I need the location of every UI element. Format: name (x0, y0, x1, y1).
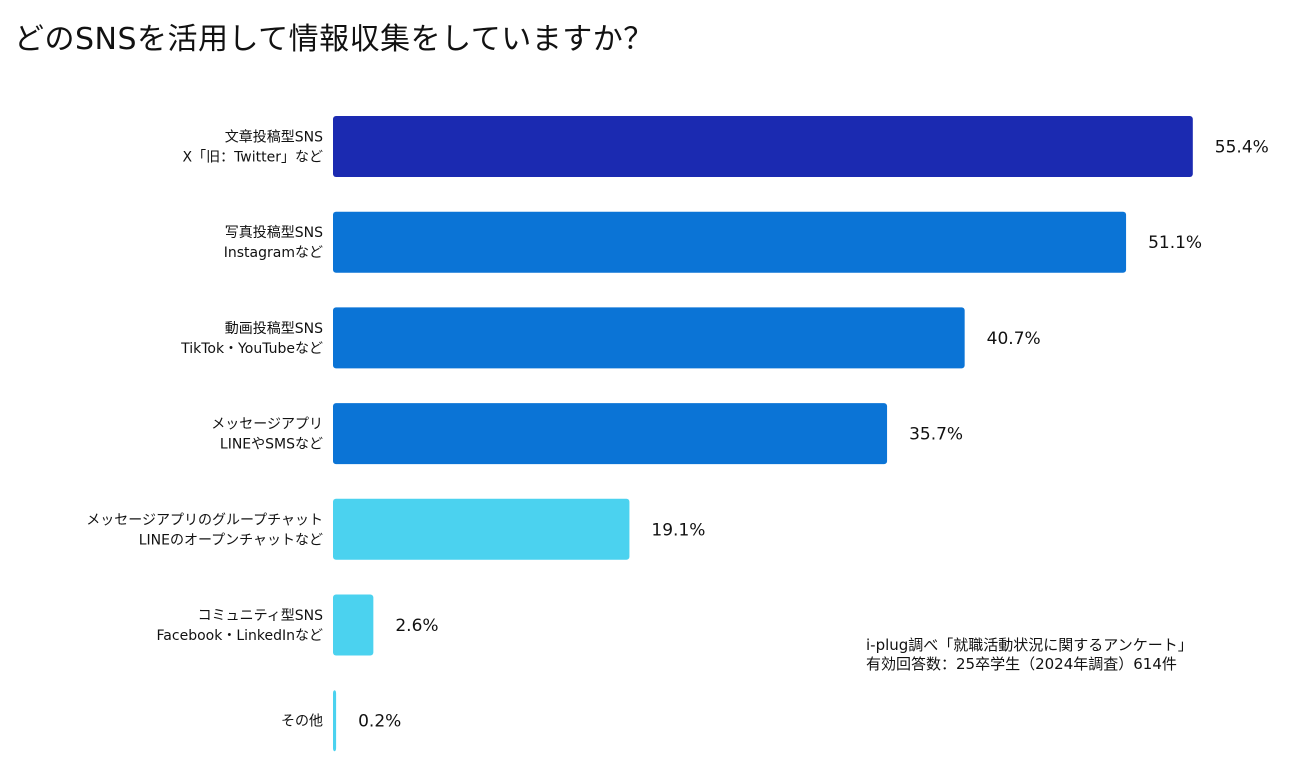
category-label-1-line-0: 写真投稿型SNS (225, 225, 323, 241)
category-label-5-line-0: コミュニティ型SNS (198, 608, 324, 624)
value-label-4: 19.1% (651, 520, 705, 540)
source-line-2: 有効回答数：25卒学生（2024年調査）614件 (866, 655, 1177, 673)
value-label-6: 0.2% (358, 712, 401, 732)
category-label-2-line-0: 動画投稿型SNS (225, 321, 323, 337)
chart-title: どのSNSを活用して情報収集をしていますか？ (14, 22, 654, 57)
category-label-4-line-0: メッセージアプリのグループチャット (86, 512, 323, 528)
value-label-1: 51.1% (1148, 233, 1202, 253)
bar-2 (333, 307, 965, 369)
category-label-0-line-1: X「旧：Twitter」など (182, 150, 323, 166)
value-label-2: 40.7% (987, 329, 1041, 349)
category-label-3-line-1: LINEやSMSなど (220, 437, 323, 453)
source-line-1: i-plug調べ「就職活動状況に関するアンケート」 (866, 636, 1193, 654)
category-label-5-line-1: Facebook・LinkedInなど (157, 628, 323, 644)
category-label-3-line-0: メッセージアプリ (211, 417, 323, 433)
source-note: i-plug調べ「就職活動状況に関するアンケート」 有効回答数：25卒学生（20… (866, 636, 1193, 674)
bar-5 (333, 594, 374, 656)
bar-1 (333, 211, 1127, 273)
bar-3 (333, 403, 888, 465)
bar-4 (333, 498, 630, 560)
category-label-1-line-1: Instagramなど (224, 245, 323, 261)
bar-6 (333, 690, 337, 752)
category-label-4-line-1: LINEのオープンチャットなど (139, 532, 323, 548)
value-label-3: 35.7% (909, 425, 963, 445)
category-label-2-line-1: TikTok・YouTubeなど (180, 341, 323, 357)
value-label-0: 55.4% (1215, 138, 1269, 158)
value-label-5: 2.6% (395, 616, 438, 636)
category-label-0-line-0: 文章投稿型SNS (225, 129, 323, 146)
bar-0 (333, 116, 1193, 177)
category-label-6-line-0: その他 (281, 714, 323, 730)
